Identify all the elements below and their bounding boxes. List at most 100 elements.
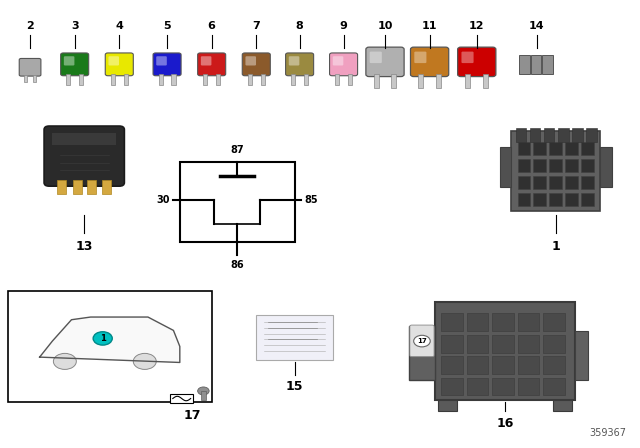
FancyBboxPatch shape xyxy=(414,52,426,63)
Bar xyxy=(483,74,488,88)
FancyBboxPatch shape xyxy=(153,53,181,76)
Bar xyxy=(565,142,578,155)
Text: 17: 17 xyxy=(417,338,427,344)
Bar xyxy=(304,74,308,85)
FancyBboxPatch shape xyxy=(64,56,74,65)
Text: 1: 1 xyxy=(100,334,106,343)
FancyBboxPatch shape xyxy=(156,56,167,65)
Bar xyxy=(248,74,252,85)
Bar xyxy=(436,74,441,88)
Bar xyxy=(572,128,582,142)
FancyBboxPatch shape xyxy=(370,52,382,63)
Text: 10: 10 xyxy=(378,21,393,31)
FancyBboxPatch shape xyxy=(410,47,449,77)
Bar xyxy=(418,74,423,88)
Bar xyxy=(102,181,111,194)
Bar xyxy=(518,176,531,189)
Bar xyxy=(558,128,568,142)
Bar xyxy=(500,146,511,187)
Text: 17: 17 xyxy=(184,409,202,422)
Bar xyxy=(170,394,193,404)
Bar xyxy=(438,400,457,411)
Bar xyxy=(52,133,116,145)
Bar xyxy=(348,74,352,85)
Bar xyxy=(58,181,67,194)
FancyBboxPatch shape xyxy=(511,130,600,211)
Text: 5: 5 xyxy=(163,21,171,31)
Bar xyxy=(441,356,463,374)
Bar xyxy=(374,74,379,88)
Bar xyxy=(465,74,470,88)
FancyBboxPatch shape xyxy=(410,325,434,357)
FancyBboxPatch shape xyxy=(461,52,474,63)
Text: 6: 6 xyxy=(208,21,216,31)
Bar xyxy=(534,193,546,206)
Text: 9: 9 xyxy=(340,21,348,31)
FancyBboxPatch shape xyxy=(61,53,89,76)
Bar xyxy=(543,356,564,374)
Bar xyxy=(518,159,531,172)
Bar xyxy=(518,378,540,396)
Bar xyxy=(392,74,396,88)
Bar xyxy=(467,356,488,374)
Bar xyxy=(441,314,463,332)
Bar xyxy=(159,74,163,85)
Bar xyxy=(409,327,435,380)
Bar xyxy=(201,391,206,400)
FancyBboxPatch shape xyxy=(19,59,41,76)
Bar xyxy=(216,74,220,85)
Bar xyxy=(291,74,295,85)
Bar xyxy=(203,74,207,85)
Bar xyxy=(581,159,594,172)
Bar xyxy=(124,74,128,85)
Text: 87: 87 xyxy=(230,145,244,155)
Bar xyxy=(33,75,36,82)
Bar xyxy=(581,142,594,155)
Bar xyxy=(534,142,546,155)
Bar xyxy=(534,176,546,189)
Bar xyxy=(111,74,115,85)
Bar xyxy=(534,159,546,172)
Text: 30: 30 xyxy=(157,195,170,205)
Bar xyxy=(543,378,564,396)
Bar xyxy=(518,314,540,332)
Bar xyxy=(516,128,527,142)
Bar xyxy=(544,128,554,142)
Text: 15: 15 xyxy=(286,380,303,393)
Text: 1: 1 xyxy=(552,240,560,253)
Bar xyxy=(575,332,588,380)
Text: 13: 13 xyxy=(76,240,93,253)
Bar xyxy=(543,55,553,74)
Bar xyxy=(66,74,70,85)
FancyBboxPatch shape xyxy=(333,56,343,65)
Bar xyxy=(467,314,488,332)
Text: 4: 4 xyxy=(115,21,124,31)
Bar xyxy=(586,128,596,142)
Text: 16: 16 xyxy=(496,417,513,430)
Bar xyxy=(543,335,564,353)
Circle shape xyxy=(413,335,430,347)
Text: 85: 85 xyxy=(304,195,317,205)
Bar xyxy=(256,315,333,360)
FancyBboxPatch shape xyxy=(201,56,211,65)
Bar xyxy=(565,176,578,189)
Bar xyxy=(600,146,612,187)
Text: 11: 11 xyxy=(422,21,437,31)
Bar xyxy=(441,378,463,396)
Text: 14: 14 xyxy=(529,21,545,31)
FancyBboxPatch shape xyxy=(198,53,226,76)
Circle shape xyxy=(198,387,209,395)
Bar xyxy=(79,74,83,85)
Bar xyxy=(260,74,265,85)
Circle shape xyxy=(53,353,76,370)
Bar xyxy=(518,142,531,155)
Bar xyxy=(492,314,514,332)
Bar xyxy=(549,159,562,172)
Bar xyxy=(549,142,562,155)
Bar xyxy=(467,335,488,353)
Bar xyxy=(87,181,96,194)
Text: 86: 86 xyxy=(230,260,244,270)
FancyBboxPatch shape xyxy=(44,126,124,186)
Bar xyxy=(435,302,575,400)
Bar xyxy=(565,159,578,172)
